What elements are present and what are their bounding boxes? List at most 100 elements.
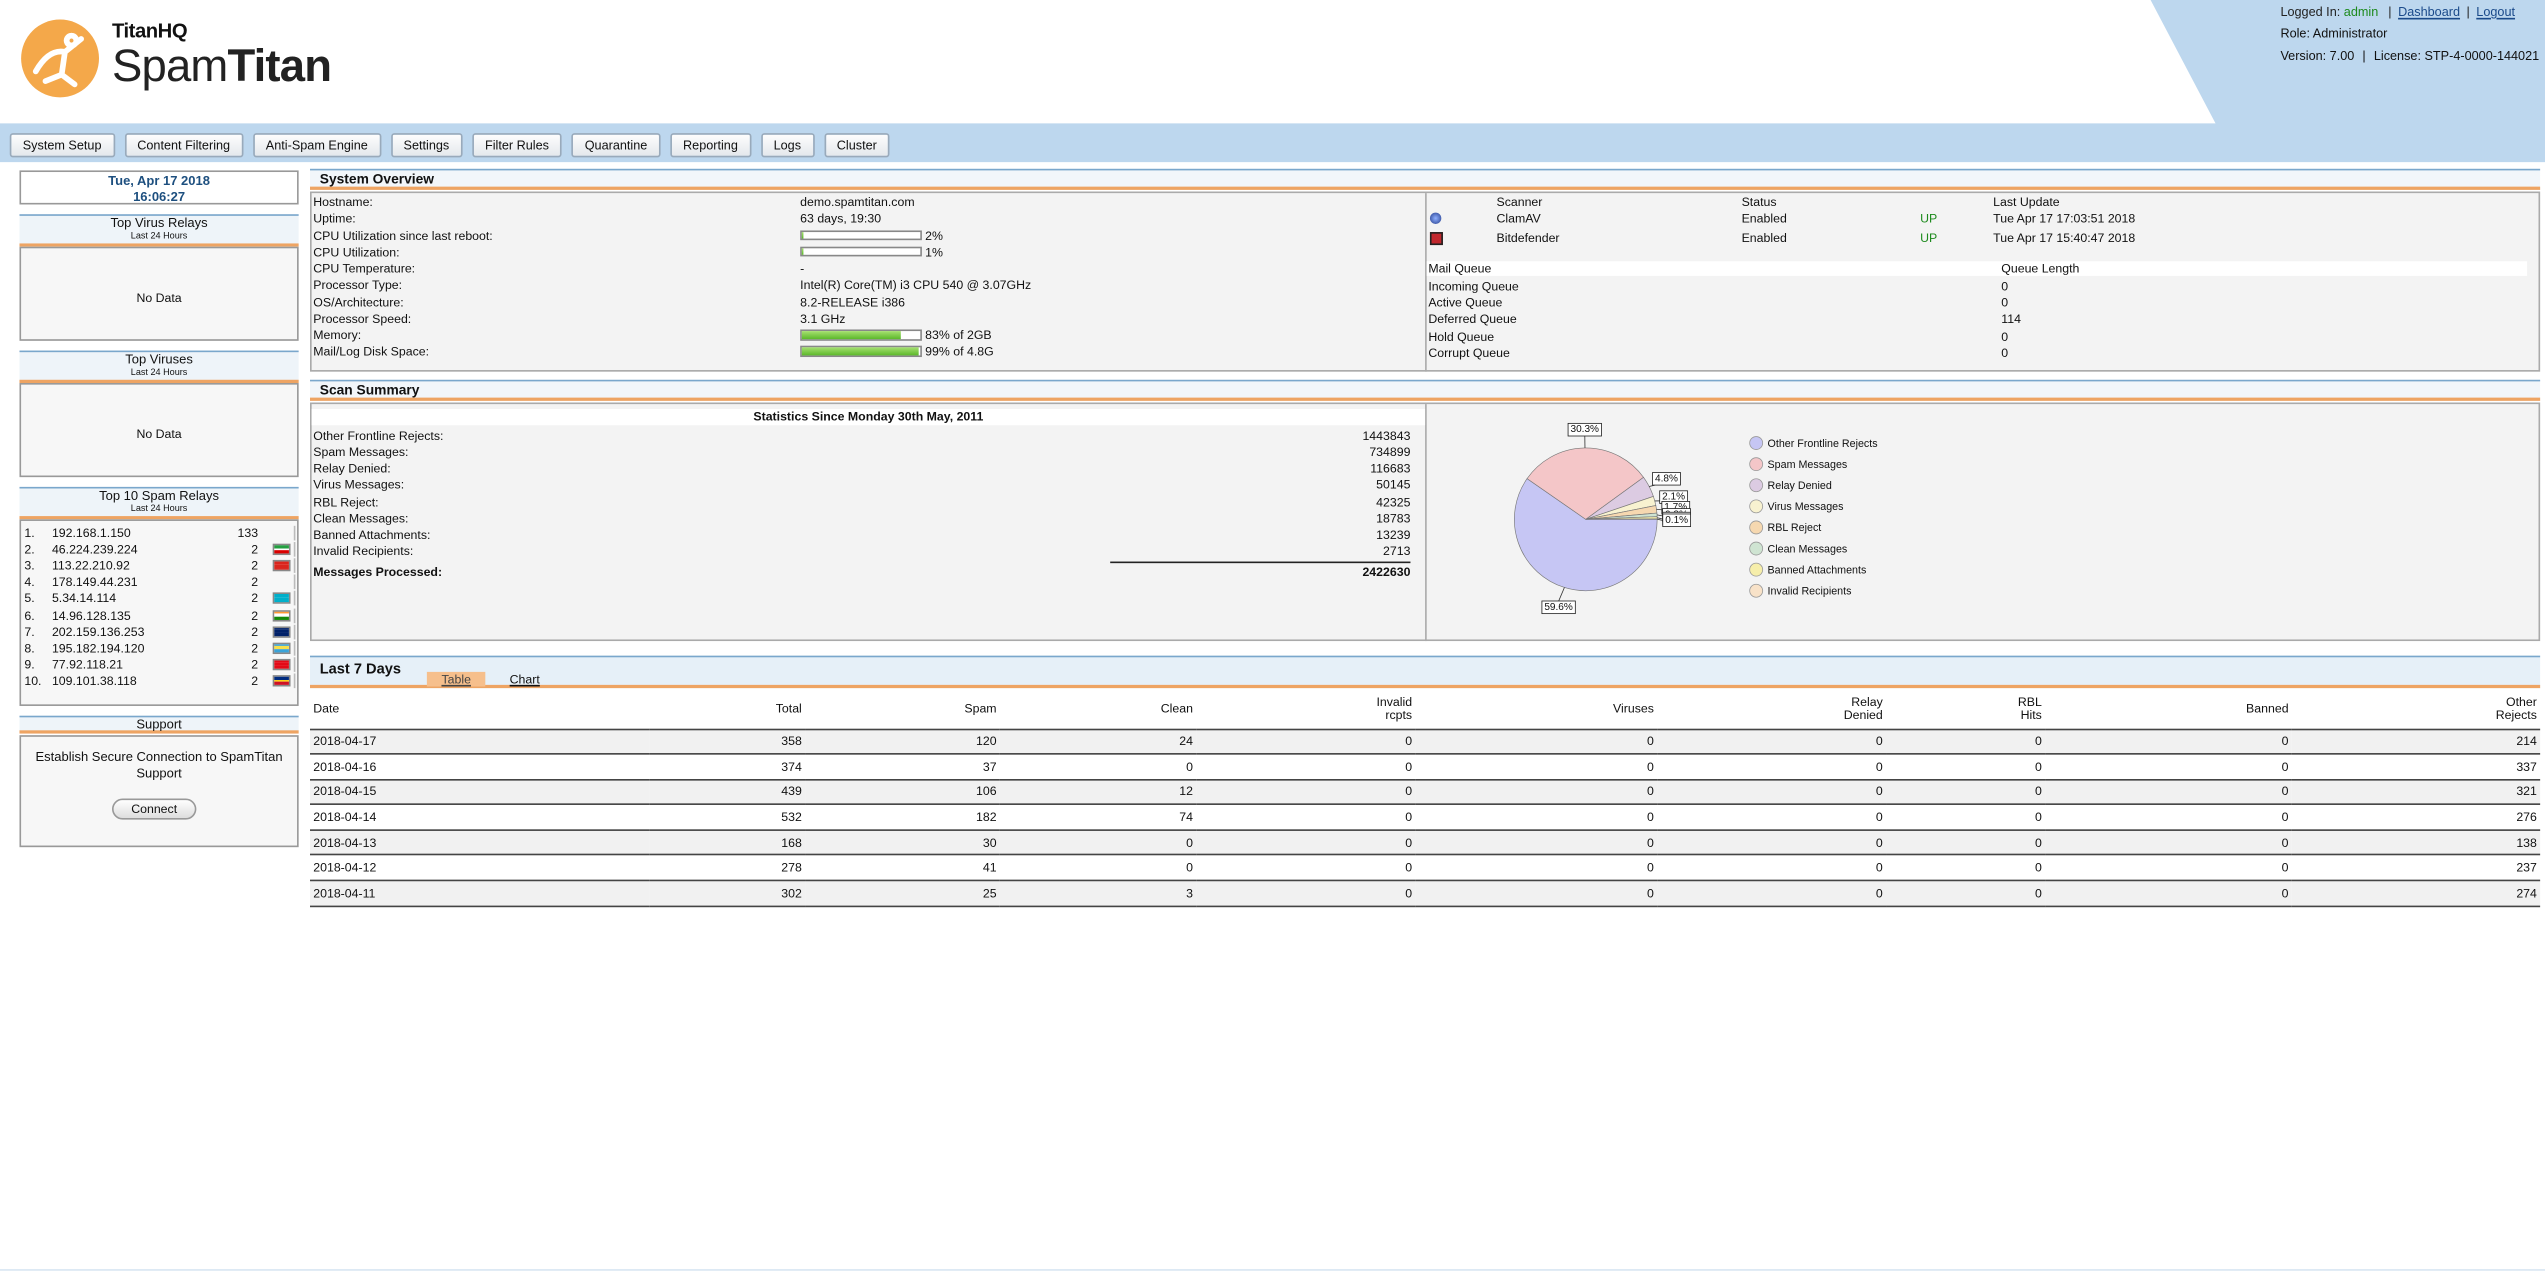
relay-rank: 2. (24, 542, 35, 557)
column-header: Banned (2246, 701, 2289, 716)
legend-label: Clean Messages (1768, 543, 1848, 555)
column-header: RBL Hits (2017, 694, 2042, 723)
stat-label: Spam Messages: (313, 444, 409, 460)
cell: 0 (1647, 759, 1654, 774)
separator: | (2388, 4, 2392, 20)
overview-value: 2% (925, 228, 943, 243)
flag-stripe (274, 594, 289, 598)
nav-tab[interactable]: Content Filtering (124, 133, 244, 158)
nav-tab[interactable]: Anti-Spam Engine (252, 133, 381, 158)
dashboard-link[interactable]: Dashboard (2398, 4, 2461, 20)
scanner-name: Bitdefender (1496, 230, 1560, 246)
cell: 0 (1875, 885, 1883, 901)
divider (1425, 404, 1427, 642)
panel-header: Top 10 Spam Relays Last 24 Hours (19, 486, 299, 520)
cell: 0 (1875, 835, 1883, 850)
cell: 2018-04-16 (313, 759, 377, 774)
overview-label: OS/Architecture: (313, 294, 404, 310)
cell: 3 (1186, 885, 1193, 901)
brand-light: Spam (111, 40, 228, 91)
cell: 374 (781, 759, 802, 774)
flag (272, 560, 291, 572)
queue-length: 0 (2001, 345, 2009, 360)
nav-tab[interactable]: Settings (390, 133, 463, 158)
queue-name: Hold Queue (1428, 328, 1495, 344)
section-heading: System Overview (310, 168, 2541, 190)
nav-tab[interactable]: Quarantine (571, 133, 661, 158)
slice-label: 4.8% (1655, 473, 1678, 484)
relay-ip: 109.101.38.118 (51, 673, 137, 688)
nav-tab[interactable]: Filter Rules (471, 133, 562, 158)
progress-fill (801, 247, 803, 256)
queue-length: 114 (2001, 312, 2021, 327)
total-rule (1110, 561, 1411, 564)
separator: | (2362, 48, 2366, 64)
data-row: 2018-04-15 439 106 12 0 0 0 0 0 321 (310, 779, 2541, 805)
relay-ip: 14.96.128.135 (51, 607, 131, 623)
view-tab[interactable]: Chart (509, 671, 540, 687)
relay-divider (293, 542, 296, 557)
overview-label: Processor Type: (313, 277, 403, 293)
flag-stripe (274, 597, 289, 601)
logout-link[interactable]: Logout (2476, 4, 2516, 20)
system-overview-body: Hostname: demo.spamtitan.com Uptime: 63 day… (310, 191, 2541, 372)
no-data: No Data (136, 426, 182, 442)
cell: 0 (1405, 784, 1413, 800)
nav-tab[interactable]: System Setup (9, 133, 115, 158)
flag-stripe (274, 643, 289, 647)
cell: 337 (2516, 759, 2537, 774)
stat-value: 1443843 (1362, 428, 1411, 444)
relay-ip: 77.92.118.21 (51, 656, 123, 672)
relay-count: 2 (251, 558, 259, 574)
nav-tab[interactable]: Logs (760, 133, 815, 158)
relay-rank: 7. (24, 624, 35, 639)
stats-title: Statistics Since Monday 30th May, 2011 (311, 408, 1426, 426)
column-header: Relay Denied (1843, 694, 1883, 723)
stat-value: 2713 (1383, 543, 1411, 559)
nav-tab[interactable]: Reporting (670, 133, 751, 158)
scanner-state: UP (1920, 230, 1938, 246)
relay-divider (293, 607, 296, 623)
cell: 25 (982, 885, 997, 901)
column-header: Total (775, 701, 802, 716)
overview-label: CPU Temperature: (313, 261, 416, 276)
pie-slice (1514, 478, 1658, 592)
cell: 0 (2281, 885, 2289, 901)
overview-label: Memory: (313, 327, 362, 343)
cell: 120 (976, 734, 997, 749)
cell: 237 (2516, 860, 2537, 876)
nav-tab[interactable]: Cluster (823, 133, 890, 158)
support-text: Establish Secure Connection to SpamTitan… (35, 749, 283, 781)
cell: 0 (1647, 784, 1654, 800)
relay-rank: 8. (24, 640, 35, 656)
scanner-header: Last Update (1993, 194, 2060, 210)
connect-button[interactable]: Connect (111, 798, 197, 820)
cell: 0 (1405, 734, 1413, 749)
data-row: 2018-04-11 302 25 3 0 0 0 0 0 274 (310, 880, 2541, 906)
cell: 0 (2281, 734, 2289, 749)
label-box (1662, 513, 1692, 528)
cell: 0 (1405, 885, 1413, 901)
logo (21, 19, 100, 98)
slice-label: 1.7% (1664, 502, 1687, 513)
panel-header: Support (19, 715, 299, 734)
total-label: Messages Processed: (313, 564, 443, 580)
relay-count: 2 (251, 574, 259, 590)
pie-slice (1526, 447, 1644, 520)
data-row: 2018-04-14 532 182 74 0 0 0 0 0 276 (310, 804, 2541, 830)
column-header: Spam (964, 701, 997, 716)
data-row: 2018-04-16 374 37 0 0 0 0 0 0 337 (310, 754, 2541, 780)
view-tab[interactable]: Table (426, 671, 486, 687)
scanner-status: Enabled (1741, 230, 1787, 246)
cell: 439 (781, 784, 802, 800)
relay-rank: 10. (24, 673, 42, 688)
label-box (1567, 422, 1602, 437)
scan-summary-body: Statistics Since Monday 30th May, 2011 Ot… (310, 402, 2541, 642)
cell: 41 (982, 860, 997, 876)
progress-fill (801, 347, 920, 356)
relay-ip: 195.182.194.120 (51, 640, 145, 656)
cell: 0 (2281, 809, 2289, 825)
panel-header: Top Viruses Last 24 Hours (19, 350, 299, 384)
